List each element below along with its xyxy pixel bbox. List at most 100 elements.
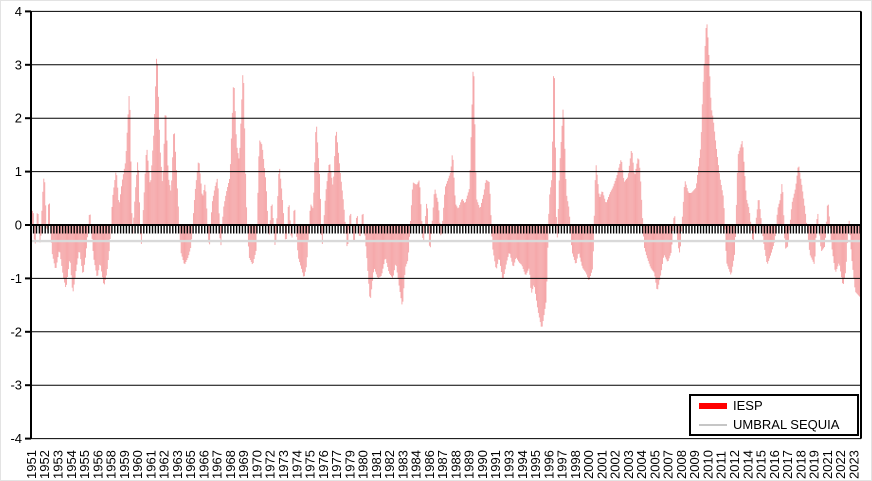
- bar: [232, 87, 234, 226]
- bar: [379, 225, 381, 277]
- bar: [443, 207, 445, 225]
- bar: [614, 180, 616, 225]
- bar: [706, 24, 708, 225]
- x-axis-label: 1972: [263, 450, 278, 479]
- bar: [667, 225, 669, 262]
- bar: [154, 113, 156, 225]
- bar: [606, 202, 608, 225]
- bar: [536, 225, 537, 301]
- bar: [266, 210, 268, 225]
- bar: [859, 225, 861, 297]
- bar: [439, 222, 441, 225]
- bar: [282, 200, 284, 225]
- bar: [376, 225, 378, 278]
- bar: [200, 183, 202, 225]
- bar: [586, 225, 588, 275]
- bar: [65, 225, 67, 288]
- bar: [234, 111, 236, 225]
- bar: [710, 97, 712, 225]
- bar: [760, 218, 762, 225]
- bar: [485, 179, 487, 225]
- bar: [211, 201, 213, 225]
- bar: [621, 161, 623, 225]
- bar: [735, 204, 737, 225]
- bar: [821, 225, 823, 252]
- bar: [559, 158, 561, 225]
- bar: [796, 175, 798, 225]
- bar: [147, 160, 149, 225]
- x-axis-label: 1981: [369, 450, 384, 479]
- bar: [108, 225, 110, 252]
- bar: [568, 206, 570, 225]
- bar: [319, 173, 320, 225]
- bar: [350, 213, 352, 225]
- bar: [340, 181, 342, 225]
- bar: [257, 192, 259, 225]
- bar: [649, 225, 651, 267]
- bar: [688, 192, 690, 225]
- bar: [212, 195, 214, 225]
- bar: [828, 216, 830, 225]
- bar: [843, 225, 844, 284]
- bar: [155, 86, 157, 225]
- bar: [497, 225, 499, 264]
- x-axis-label: 2002: [608, 450, 623, 479]
- bar: [744, 176, 746, 225]
- bar: [245, 173, 247, 225]
- bar: [437, 201, 439, 225]
- bar: [239, 147, 241, 225]
- bar: [720, 185, 722, 225]
- bar: [742, 147, 744, 225]
- bar: [806, 222, 807, 225]
- bar: [549, 194, 551, 225]
- bar: [332, 184, 334, 225]
- bar: [574, 225, 576, 264]
- bar: [183, 225, 185, 264]
- bar: [182, 225, 184, 260]
- bar: [506, 225, 508, 261]
- bar: [412, 182, 414, 225]
- bar: [442, 220, 444, 225]
- bar: [126, 132, 128, 225]
- y-axis-label: -4: [10, 431, 22, 446]
- bar: [786, 225, 788, 248]
- bar: [264, 168, 266, 225]
- bar: [419, 187, 421, 225]
- bar: [726, 225, 728, 264]
- bar: [381, 225, 383, 274]
- bar: [855, 225, 857, 293]
- bar: [216, 178, 218, 225]
- bar: [530, 225, 532, 288]
- bar: [338, 163, 340, 225]
- bar: [637, 158, 639, 225]
- bar: [208, 225, 210, 243]
- bar: [83, 225, 85, 272]
- bar: [427, 208, 428, 225]
- x-axis-label: 1969: [236, 450, 251, 479]
- bar: [242, 75, 244, 226]
- bar: [834, 225, 836, 270]
- bar: [715, 140, 717, 225]
- x-axis-label: 2012: [727, 450, 742, 479]
- bar: [388, 225, 390, 272]
- bar: [673, 217, 675, 225]
- bar: [466, 195, 468, 225]
- bar: [326, 181, 328, 225]
- bar: [681, 216, 683, 225]
- bar: [463, 200, 464, 225]
- bar: [477, 202, 479, 225]
- bar: [316, 126, 318, 225]
- bar: [657, 225, 659, 290]
- bar: [59, 225, 61, 253]
- bar: [591, 225, 593, 270]
- bar: [226, 191, 228, 225]
- bar: [590, 225, 592, 273]
- bar: [201, 193, 203, 225]
- bar: [573, 225, 575, 261]
- bar: [386, 225, 388, 263]
- bar: [687, 191, 689, 225]
- umbral-line-swatch-icon: [699, 423, 727, 426]
- bar: [474, 124, 476, 225]
- bar: [603, 195, 605, 225]
- bar: [270, 205, 272, 225]
